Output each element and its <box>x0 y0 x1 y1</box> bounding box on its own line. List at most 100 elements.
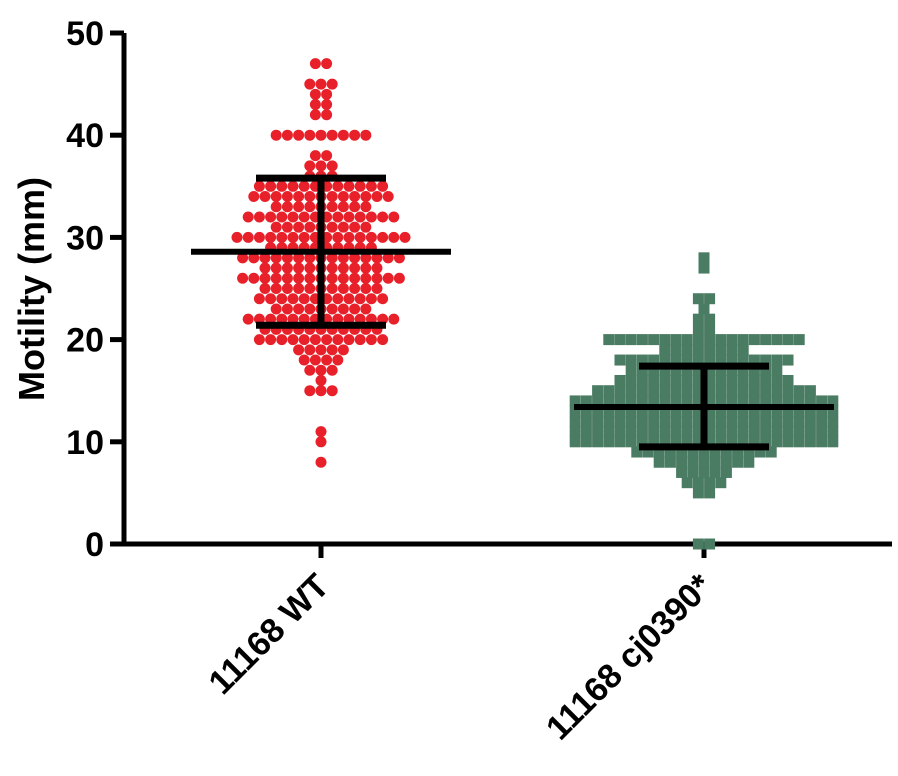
data-point <box>592 436 604 448</box>
data-point <box>382 191 394 203</box>
data-point <box>659 436 671 448</box>
data-point <box>253 231 265 243</box>
data-point <box>726 334 738 346</box>
data-point <box>704 415 716 427</box>
data-point <box>737 426 749 438</box>
data-point <box>704 313 716 325</box>
data-point <box>248 252 260 264</box>
data-point <box>298 231 310 243</box>
data-point <box>304 160 316 172</box>
data-point <box>625 385 637 397</box>
data-point <box>603 334 615 346</box>
data-point <box>709 456 721 468</box>
data-point <box>748 354 760 366</box>
data-point <box>332 354 344 366</box>
data-point <box>315 160 327 172</box>
data-point <box>343 211 355 223</box>
y-axis-title: Motility (mm) <box>11 177 52 401</box>
data-point <box>726 395 738 407</box>
data-point <box>760 426 772 438</box>
data-point <box>743 446 755 458</box>
data-point <box>253 180 265 192</box>
data-point <box>670 385 682 397</box>
data-point <box>365 293 377 305</box>
data-point <box>771 426 783 438</box>
data-point <box>293 252 305 264</box>
data-point <box>648 364 660 376</box>
data-point <box>704 364 716 376</box>
data-point <box>248 272 260 284</box>
data-point <box>692 293 704 305</box>
data-point <box>337 129 349 141</box>
data-point <box>726 436 738 448</box>
data-point <box>343 180 355 192</box>
data-point <box>298 293 310 305</box>
data-point <box>270 262 282 274</box>
data-point <box>337 221 349 233</box>
data-point <box>259 272 271 284</box>
data-point <box>580 426 592 438</box>
data-point <box>659 354 671 366</box>
data-point <box>715 354 727 366</box>
data-point <box>720 446 732 458</box>
data-point <box>332 180 344 192</box>
data-point <box>371 283 383 294</box>
data-point <box>771 415 783 427</box>
data-point <box>287 180 299 192</box>
data-point <box>692 364 704 376</box>
data-point <box>692 334 704 346</box>
data-point <box>760 385 772 397</box>
data-point <box>692 477 704 489</box>
data-point <box>304 221 316 233</box>
data-point <box>371 191 383 203</box>
data-point <box>737 344 749 356</box>
data-point <box>771 374 783 386</box>
data-point <box>293 221 305 233</box>
data-point <box>771 364 783 376</box>
data-point <box>698 446 710 458</box>
data-point <box>636 426 648 438</box>
data-point <box>681 364 693 376</box>
data-point <box>343 334 355 346</box>
data-point <box>715 374 727 386</box>
data-point <box>315 344 327 356</box>
data-point <box>281 283 293 294</box>
data-point <box>326 385 338 397</box>
data-point <box>636 415 648 427</box>
data-point <box>569 426 581 438</box>
data-point <box>748 385 760 397</box>
data-point <box>726 405 738 417</box>
data-point <box>748 334 760 346</box>
data-point <box>270 191 282 203</box>
data-point <box>603 405 615 417</box>
data-point <box>625 405 637 417</box>
data-point <box>259 191 271 203</box>
data-point <box>388 313 400 325</box>
data-point <box>298 334 310 346</box>
data-point <box>371 272 383 284</box>
data-point <box>382 252 394 264</box>
data-point <box>754 446 766 458</box>
data-point <box>653 446 665 458</box>
data-point <box>676 456 688 468</box>
data-point <box>720 456 732 468</box>
data-point <box>715 415 727 427</box>
data-point <box>343 231 355 243</box>
data-point <box>737 385 749 397</box>
data-point <box>321 58 333 70</box>
data-point <box>569 405 581 417</box>
data-point <box>715 395 727 407</box>
data-point <box>760 364 772 376</box>
data-point <box>664 456 676 468</box>
data-point <box>692 354 704 366</box>
data-point <box>704 538 716 550</box>
data-point <box>715 334 727 346</box>
data-point <box>614 354 626 366</box>
data-point <box>720 466 732 478</box>
data-point <box>237 272 249 284</box>
data-point <box>704 385 716 397</box>
data-point <box>782 426 794 438</box>
data-point <box>765 446 777 458</box>
data-point <box>614 415 626 427</box>
data-point <box>270 283 282 294</box>
